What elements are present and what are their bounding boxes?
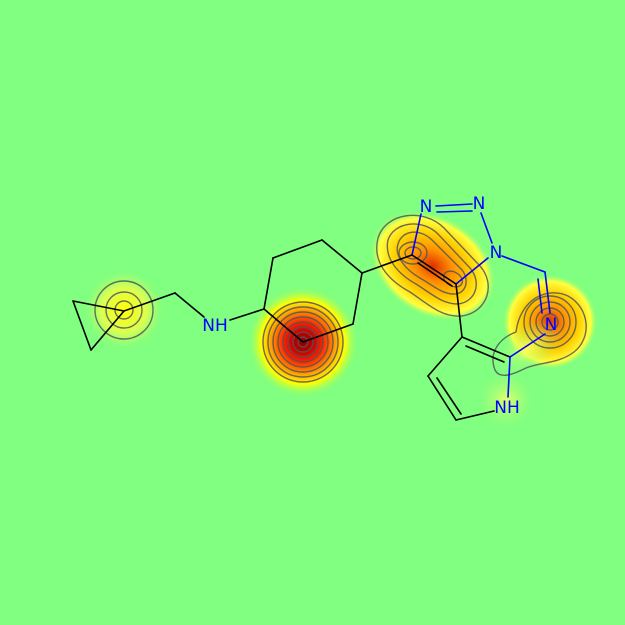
contours-pyrazine-n <box>492 292 587 377</box>
atom-label-pyrrole-nh: NH <box>494 398 520 418</box>
cyclohexane-ring <box>263 239 363 343</box>
atom-label-amine: NH <box>202 316 228 336</box>
bond-cp-ch2 <box>123 292 176 312</box>
atom-label-pyrazine-n: N <box>545 315 558 335</box>
heat-triazole <box>369 210 497 322</box>
pyrrole-ring <box>427 336 511 421</box>
heat-nh-pyrrole <box>474 368 538 432</box>
atom-label-triazole-n1: N <box>420 197 433 217</box>
triazole-ring <box>411 203 493 287</box>
bond-ring-triazole <box>361 254 413 274</box>
atom-label-triazole-n3: N <box>490 243 503 263</box>
atom-labels: NH N N N N NH <box>202 194 557 418</box>
contours-ring-carbon <box>262 301 344 383</box>
bond-nh-ring <box>229 308 265 321</box>
bonds-layer <box>72 203 551 421</box>
atom-label-triazole-n2: N <box>473 194 486 214</box>
cyclopropyl-ring <box>72 300 125 351</box>
contour-layer <box>94 214 587 383</box>
pyrazine-ring <box>455 255 551 358</box>
bond-ch2-nh <box>174 292 205 318</box>
contours-cyclopropyl <box>94 280 154 340</box>
heatmap-layer <box>82 210 598 432</box>
